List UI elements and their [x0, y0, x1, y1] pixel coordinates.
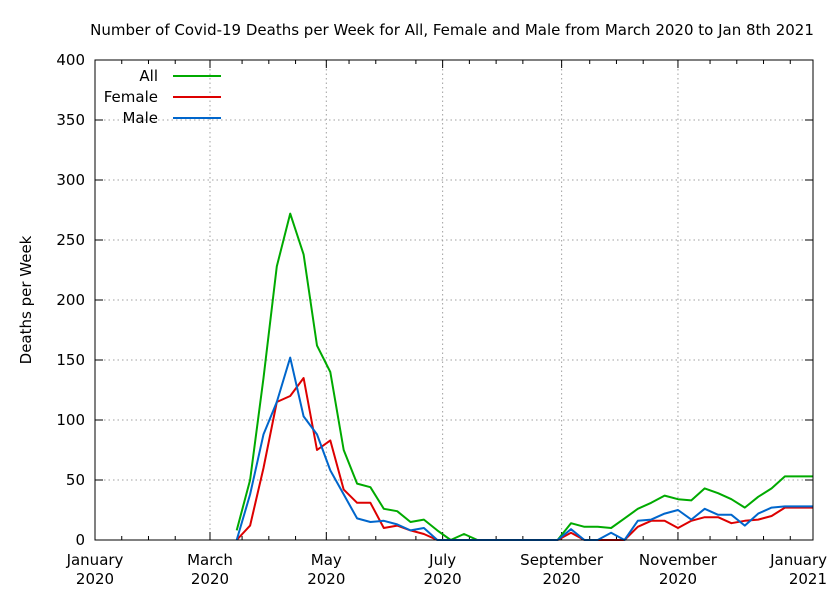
- legend-label-all: All: [139, 67, 158, 85]
- x-tick-label: July: [428, 551, 456, 569]
- y-tick-label: 300: [56, 171, 85, 189]
- y-tick-label: 50: [66, 471, 85, 489]
- x-tick-label: 2020: [659, 570, 697, 588]
- x-tick-label: September: [520, 551, 604, 569]
- legend-label-female: Female: [104, 88, 158, 106]
- chart-title: Number of Covid-19 Deaths per Week for A…: [90, 21, 814, 39]
- x-tick-label: May: [311, 551, 342, 569]
- grid: [95, 60, 813, 540]
- x-tick-label: 2021: [789, 570, 827, 588]
- x-tick-label: March: [187, 551, 233, 569]
- y-tick-label: 0: [75, 531, 85, 549]
- x-tick-label: January: [66, 551, 124, 569]
- series-lines: [235, 212, 813, 541]
- x-tick-label: November: [639, 551, 718, 569]
- legend-label-male: Male: [122, 109, 158, 127]
- legend: All Female Male: [104, 67, 221, 127]
- series-line-male: [235, 356, 813, 541]
- x-tick-label: 2020: [424, 570, 462, 588]
- x-tick-label: 2020: [191, 570, 229, 588]
- x-tick-label: 2020: [76, 570, 114, 588]
- x-tick-label: 2020: [307, 570, 345, 588]
- y-tick-label: 200: [56, 291, 85, 309]
- y-tick-label: 400: [56, 51, 85, 69]
- y-tick-label: 100: [56, 411, 85, 429]
- series-line-all: [235, 212, 813, 541]
- y-tick-label: 150: [56, 351, 85, 369]
- x-tick-label: January: [769, 551, 827, 569]
- x-tick-label: 2020: [543, 570, 581, 588]
- y-axis-label: Deaths per Week: [17, 235, 35, 364]
- y-tick-label: 350: [56, 111, 85, 129]
- plot-frame: [94, 59, 814, 541]
- axis-ticks: 050100150200250300350400January2020March…: [56, 51, 827, 588]
- y-tick-label: 250: [56, 231, 85, 249]
